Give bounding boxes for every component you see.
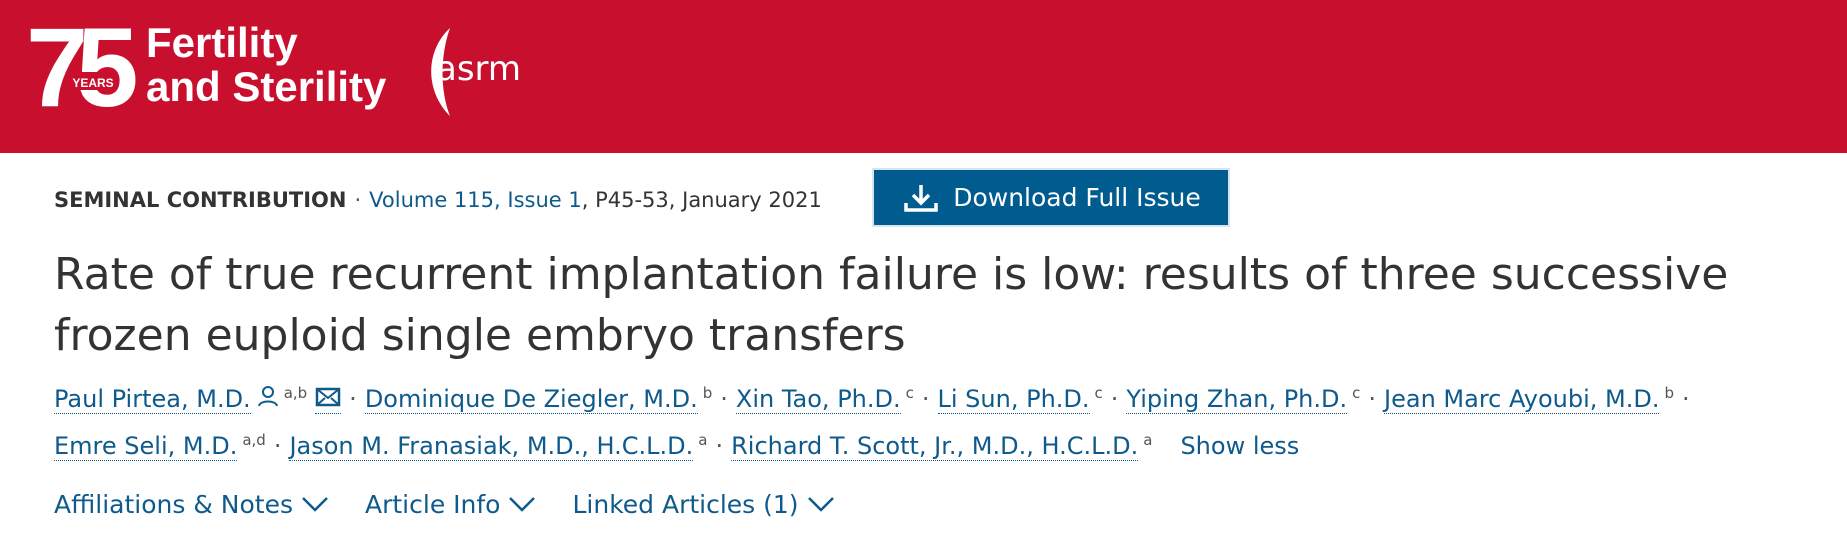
tab[interactable]: Linked Articles (1) xyxy=(572,490,834,519)
category: SEMINAL CONTRIBUTION xyxy=(54,188,347,212)
separator: · xyxy=(715,432,724,460)
author-name[interactable]: Jean Marc Ayoubi, M.D. xyxy=(1384,385,1660,414)
chevron xyxy=(301,490,329,519)
affiliation-sup: a,b xyxy=(283,384,308,402)
separator: · xyxy=(273,432,282,460)
author-name[interactable]: Richard T. Scott, Jr., M.D., H.C.L.D. xyxy=(731,432,1139,461)
download-button[interactable]: Download Full Issue xyxy=(872,168,1230,227)
volume-link[interactable]: Volume 115, Issue 1 xyxy=(369,188,582,212)
chevron xyxy=(807,490,835,519)
chevron-svg xyxy=(807,497,834,512)
meta-row: SEMINAL CONTRIBUTION · Volume 115, Issue 1… xyxy=(54,188,822,212)
separator: · xyxy=(1368,385,1377,413)
tab[interactable]: Article Info xyxy=(365,490,536,519)
download-label: Download Full Issue xyxy=(953,183,1201,212)
chevron-svg xyxy=(302,497,328,512)
person-icon[interactable] xyxy=(257,385,279,413)
pages: , P45-53, January 2021 xyxy=(581,188,822,212)
tab-label[interactable]: Article Info xyxy=(365,490,501,519)
download-icon xyxy=(904,184,938,212)
author-name[interactable]: Yiping Zhan, Ph.D. xyxy=(1126,385,1348,414)
tab-label[interactable]: Linked Articles (1) xyxy=(572,490,799,519)
header: 75 YEARS Fertility and Sterility asrm xyxy=(0,0,1847,153)
affiliation-sup: b xyxy=(1664,384,1675,402)
article-title: Rate of true recurrent implantation fail… xyxy=(54,249,1729,361)
authors-row: Paul Pirtea, M.D. a,b · Dominique De Ziegle… xyxy=(54,384,1698,414)
author-name[interactable]: Paul Pirtea, M.D. xyxy=(54,385,251,414)
affiliation-sup: a xyxy=(1143,431,1153,449)
affiliation-sup: c xyxy=(905,384,914,402)
separator: · xyxy=(921,385,930,413)
tab[interactable]: Affiliations & Notes xyxy=(54,490,329,519)
separator: · xyxy=(1682,385,1690,413)
society-name[interactable]: asrm xyxy=(436,49,522,89)
separator: · xyxy=(354,188,362,212)
tabs: Affiliations & Notes Article Info Linked A… xyxy=(54,490,871,519)
author-name[interactable]: Dominique De Ziegler, M.D. xyxy=(364,385,698,414)
separator: · xyxy=(1110,385,1119,413)
person-icon-svg xyxy=(257,386,278,407)
email-icon[interactable] xyxy=(315,385,342,414)
logo-years: YEARS xyxy=(70,76,116,90)
show-less[interactable]: Show less xyxy=(1180,432,1300,460)
asrm-mark xyxy=(431,28,450,116)
separator: · xyxy=(349,385,357,413)
chevron-svg xyxy=(509,497,536,512)
author-name[interactable]: Jason M. Franasiak, M.D., H.C.L.D. xyxy=(289,432,694,461)
author-name[interactable]: Xin Tao, Ph.D. xyxy=(735,385,901,414)
affiliation-sup: a,d xyxy=(242,431,266,449)
affiliation-sup: b xyxy=(702,384,713,402)
authors-row: Emre Seli, M.D. a,d · Jason M. Franasiak, M… xyxy=(54,431,1300,461)
journal-name-2: and Sterility xyxy=(146,63,387,110)
separator: · xyxy=(720,385,728,413)
author-name[interactable]: Emre Seli, M.D. xyxy=(54,432,238,461)
affiliation-sup: a xyxy=(698,431,708,449)
affiliation-sup: c xyxy=(1352,384,1361,402)
logo-number[interactable]: 75 xyxy=(26,5,139,130)
email-icon-svg xyxy=(315,387,341,407)
affiliation-sup: c xyxy=(1094,384,1103,402)
author-name[interactable]: Li Sun, Ph.D. xyxy=(937,385,1090,414)
chevron xyxy=(508,490,536,519)
tab-label[interactable]: Affiliations & Notes xyxy=(54,490,293,519)
journal-name-1: Fertility xyxy=(146,19,298,66)
